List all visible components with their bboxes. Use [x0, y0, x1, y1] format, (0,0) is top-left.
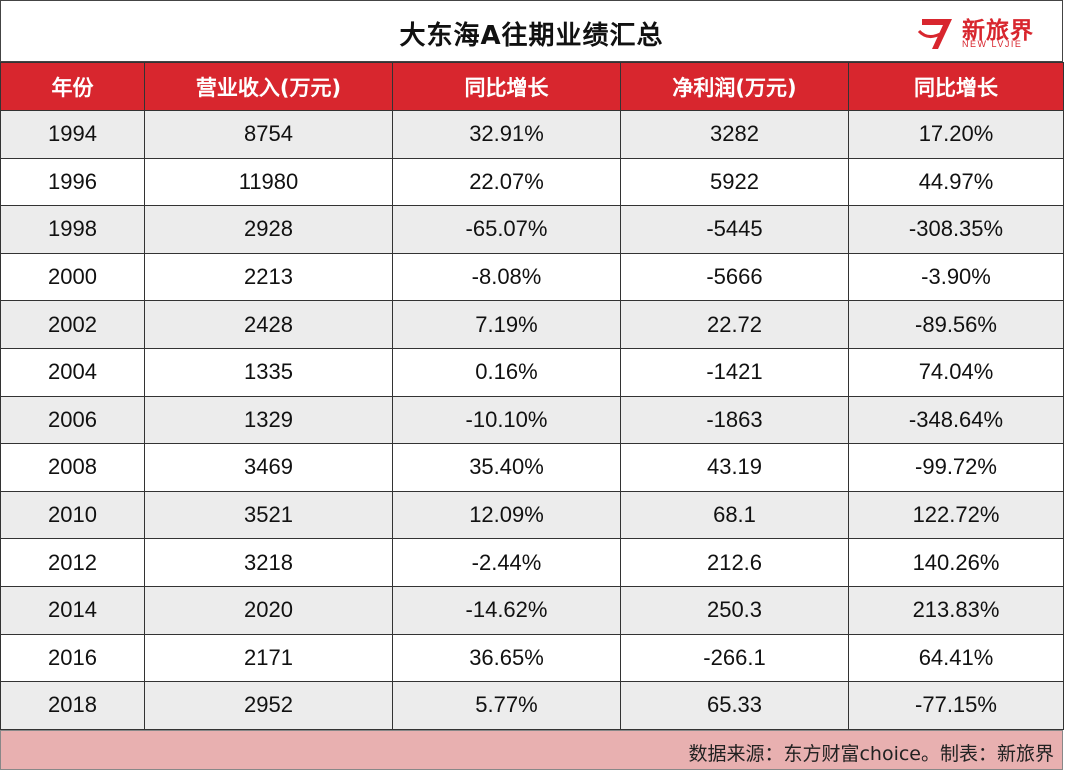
title-bar: 大东海A往期业绩汇总 新旅界 NEW LVJIE [0, 0, 1063, 62]
cell-revenue: 1329 [144, 395, 393, 445]
cell-net-profit: 68.1 [620, 490, 849, 540]
logo-subtitle: NEW LVJIE [962, 39, 1023, 49]
cell-profit-growth: -3.90% [848, 252, 1064, 302]
table-row: 2014 2020 -14.62% 250.3 213.83% [0, 585, 1064, 635]
cell-net-profit: 65.33 [620, 681, 849, 730]
cell-profit-growth: 44.97% [848, 157, 1064, 207]
cell-profit-growth: -77.15% [848, 681, 1064, 730]
cell-profit-growth: 74.04% [848, 347, 1064, 397]
table-row: 2018 2952 5.77% 65.33 -77.15% [0, 681, 1064, 730]
cell-net-profit: -266.1 [620, 633, 849, 683]
cell-net-profit: 43.19 [620, 443, 849, 492]
table-row: 2000 2213 -8.08% -5666 -3.90% [0, 252, 1064, 302]
cell-profit-growth: 213.83% [848, 585, 1064, 635]
cell-revenue-growth: 22.07% [392, 157, 621, 207]
cell-revenue: 2928 [144, 205, 393, 254]
cell-year: 2002 [0, 300, 145, 349]
cell-revenue-growth: -2.44% [392, 538, 621, 587]
cell-year: 2000 [0, 252, 145, 302]
header-net-profit: 净利润(万元) [620, 62, 849, 111]
table-header-row: 年份 营业收入(万元) 同比增长 净利润(万元) 同比增长 [0, 62, 1064, 111]
cell-year: 2014 [0, 585, 145, 635]
cell-revenue: 8754 [144, 110, 393, 159]
cell-year: 2006 [0, 395, 145, 445]
cell-revenue: 2428 [144, 300, 393, 349]
cell-net-profit: -1421 [620, 347, 849, 397]
cell-revenue-growth: 0.16% [392, 347, 621, 397]
table-row: 1998 2928 -65.07% -5445 -308.35% [0, 205, 1064, 254]
cell-revenue: 1335 [144, 347, 393, 397]
cell-year: 1998 [0, 205, 145, 254]
footer-bar: 数据来源：东方财富choice。制表：新旅界 [0, 730, 1063, 770]
cell-net-profit: 22.72 [620, 300, 849, 349]
cell-revenue-growth: 36.65% [392, 633, 621, 683]
cell-revenue-growth: -14.62% [392, 585, 621, 635]
page-title: 大东海A往期业绩汇总 [399, 21, 664, 51]
header-profit-growth: 同比增长 [848, 62, 1064, 111]
cell-revenue-growth: -10.10% [392, 395, 621, 445]
cell-revenue-growth: 12.09% [392, 490, 621, 540]
cell-revenue: 3521 [144, 490, 393, 540]
cell-net-profit: 250.3 [620, 585, 849, 635]
cell-revenue-growth: 32.91% [392, 110, 621, 159]
cell-revenue-growth: 35.40% [392, 443, 621, 492]
cell-profit-growth: -99.72% [848, 443, 1064, 492]
cell-revenue: 11980 [144, 157, 393, 207]
cell-year: 2008 [0, 443, 145, 492]
table-body: 1994 8754 32.91% 3282 17.20% 1996 11980 22.07% 5… [0, 110, 1064, 730]
cell-year: 2018 [0, 681, 145, 730]
logo-mark-icon [917, 19, 952, 49]
cell-revenue: 2020 [144, 585, 393, 635]
performance-table: 年份 营业收入(万元) 同比增长 净利润(万元) 同比增长 1994 8754 32… [0, 62, 1064, 730]
cell-revenue: 2952 [144, 681, 393, 730]
table-row: 2008 3469 35.40% 43.19 -99.72% [0, 443, 1064, 492]
cell-year: 1996 [0, 157, 145, 207]
cell-profit-growth: 64.41% [848, 633, 1064, 683]
cell-net-profit: -5445 [620, 205, 849, 254]
table-row: 2012 3218 -2.44% 212.6 140.26% [0, 538, 1064, 587]
cell-revenue-growth: 5.77% [392, 681, 621, 730]
header-revenue-growth: 同比增长 [392, 62, 621, 111]
cell-net-profit: 3282 [620, 110, 849, 159]
cell-revenue-growth: 7.19% [392, 300, 621, 349]
cell-profit-growth: -89.56% [848, 300, 1064, 349]
logo-name: 新旅界 [962, 17, 1034, 44]
table-row: 2006 1329 -10.10% -1863 -348.64% [0, 395, 1064, 445]
table-row: 1996 11980 22.07% 5922 44.97% [0, 157, 1064, 207]
cell-net-profit: -1863 [620, 395, 849, 445]
brand-logo: 新旅界 NEW LVJIE [916, 9, 1042, 55]
table-row: 1994 8754 32.91% 3282 17.20% [0, 110, 1064, 159]
cell-net-profit: 212.6 [620, 538, 849, 587]
header-revenue: 营业收入(万元) [144, 62, 393, 111]
cell-year: 2010 [0, 490, 145, 540]
table-row: 2002 2428 7.19% 22.72 -89.56% [0, 300, 1064, 349]
header-year: 年份 [0, 62, 145, 111]
cell-profit-growth: -348.64% [848, 395, 1064, 445]
cell-revenue: 3218 [144, 538, 393, 587]
cell-profit-growth: 122.72% [848, 490, 1064, 540]
table-row: 2016 2171 36.65% -266.1 64.41% [0, 633, 1064, 683]
cell-net-profit: 5922 [620, 157, 849, 207]
cell-profit-growth: -308.35% [848, 205, 1064, 254]
cell-revenue: 3469 [144, 443, 393, 492]
source-note: 数据来源：东方财富choice。制表：新旅界 [688, 743, 1054, 765]
table-row: 2004 1335 0.16% -1421 74.04% [0, 347, 1064, 397]
cell-year: 2016 [0, 633, 145, 683]
cell-profit-growth: 140.26% [848, 538, 1064, 587]
cell-revenue: 2171 [144, 633, 393, 683]
cell-year: 1994 [0, 110, 145, 159]
cell-revenue-growth: -8.08% [392, 252, 621, 302]
cell-profit-growth: 17.20% [848, 110, 1064, 159]
cell-net-profit: -5666 [620, 252, 849, 302]
cell-year: 2012 [0, 538, 145, 587]
cell-revenue-growth: -65.07% [392, 205, 621, 254]
cell-year: 2004 [0, 347, 145, 397]
cell-revenue: 2213 [144, 252, 393, 302]
table-row: 2010 3521 12.09% 68.1 122.72% [0, 490, 1064, 540]
